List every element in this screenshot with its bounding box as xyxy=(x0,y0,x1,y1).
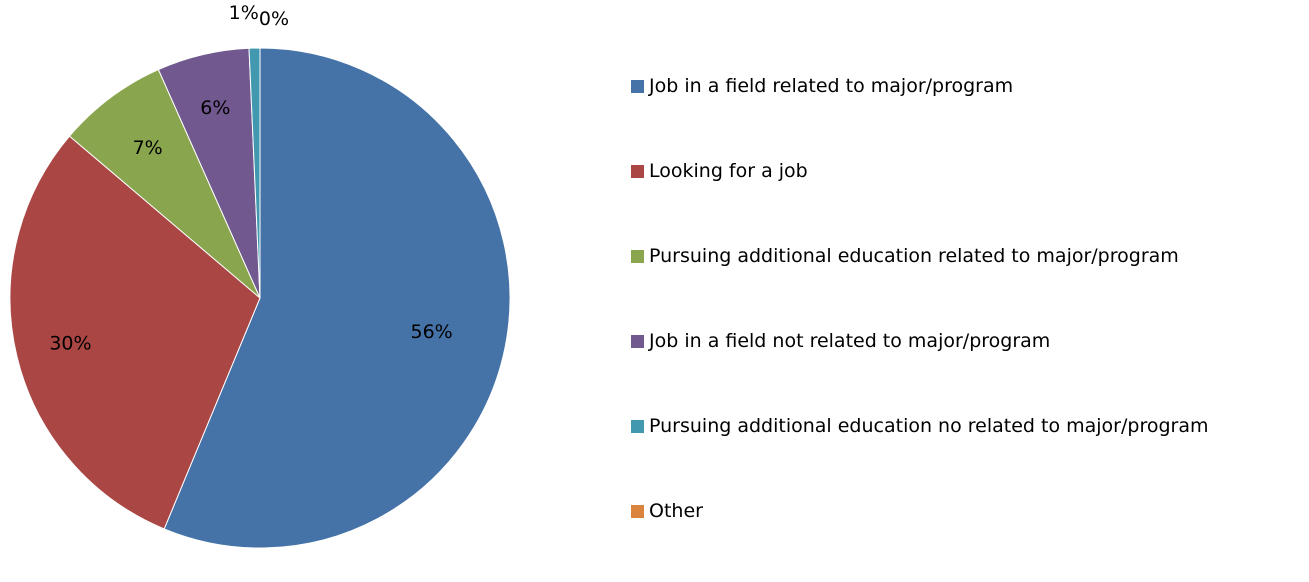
data-label: 0% xyxy=(259,8,289,30)
legend-item: Pursuing additional education no related… xyxy=(631,412,1309,440)
legend-item: Other xyxy=(631,497,1309,525)
legend-label: Job in a field not related to major/prog… xyxy=(649,330,1051,352)
pie-slice xyxy=(68,68,261,299)
data-label: 56% xyxy=(411,321,453,343)
data-label: 7% xyxy=(133,137,163,159)
chart-legend: Job in a field related to major/program L… xyxy=(631,72,1309,582)
legend-label: Looking for a job xyxy=(649,160,808,182)
legend-item: Pursuing additional education related to… xyxy=(631,242,1309,270)
pie-slice xyxy=(163,47,511,548)
legend-item: Job in a field related to major/program xyxy=(631,72,1309,100)
data-label: 1% xyxy=(229,2,259,24)
data-label: 6% xyxy=(200,97,230,119)
legend-item: Looking for a job xyxy=(631,157,1309,185)
pie-slice xyxy=(248,47,261,299)
legend-label: Job in a field related to major/program xyxy=(649,75,1014,97)
legend-item: Job in a field not related to major/prog… xyxy=(631,327,1309,355)
legend-swatch xyxy=(631,164,644,178)
legend-swatch xyxy=(631,79,644,93)
legend-label: Pursuing additional education no related… xyxy=(649,415,1209,437)
data-label: 30% xyxy=(49,333,91,355)
pie-slice xyxy=(9,135,261,530)
legend-label: Pursuing additional education related to… xyxy=(649,245,1179,267)
legend-swatch xyxy=(631,334,644,348)
pie-chart: 56% 30% 7% 6% 1% 0% xyxy=(9,2,511,548)
legend-swatch xyxy=(631,249,644,263)
legend-swatch xyxy=(631,504,644,518)
legend-label: Other xyxy=(649,500,703,522)
legend-swatch xyxy=(631,419,644,433)
